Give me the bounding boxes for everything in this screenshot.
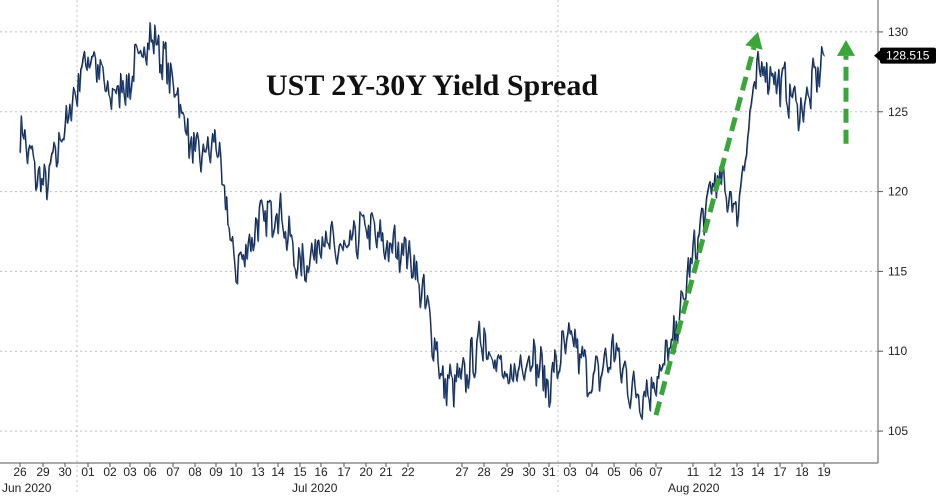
series-line [20, 22, 826, 421]
x-tick-label: 13 [730, 465, 744, 479]
x-tick-label: 30 [58, 465, 72, 479]
last-value-pointer [874, 49, 881, 62]
x-tick-label: 02 [103, 465, 117, 479]
y-tick-label: 105 [888, 424, 908, 438]
x-tick-label: 05 [607, 465, 621, 479]
x-tick-label: 16 [314, 465, 328, 479]
x-tick-label: 20 [359, 465, 373, 479]
x-tick-label: 29 [500, 465, 514, 479]
x-tick-label: 15 [293, 465, 307, 479]
x-tick-label: 27 [455, 465, 469, 479]
x-tick-label: 10 [229, 465, 243, 479]
last-value-badge-bg [880, 47, 936, 64]
x-tick-label: 14 [751, 465, 765, 479]
chart-title: UST 2Y-30Y Yield Spread [266, 69, 598, 102]
trend-arrows [653, 31, 855, 416]
x-tick-label: 06 [143, 465, 157, 479]
x-tick-label: 07 [649, 465, 663, 479]
y-tick-label: 130 [888, 25, 908, 39]
x-tick-label: 30 [522, 465, 536, 479]
x-tick-label: 19 [817, 465, 831, 479]
x-tick-label: 08 [188, 465, 202, 479]
x-tick-label: 29 [36, 465, 50, 479]
x-tick-label: 04 [585, 465, 599, 479]
y-tick-label: 120 [888, 185, 908, 199]
x-tick-label: 17 [337, 465, 351, 479]
series-group [19, 22, 826, 421]
x-tick-label: 22 [401, 465, 415, 479]
x-tick-label: 17 [773, 465, 787, 479]
last-value-badge: 128.515 [874, 47, 936, 64]
y-tick-label: 110 [888, 344, 907, 358]
x-tick-label: 21 [379, 465, 393, 479]
x-tick-label: 28 [477, 465, 491, 479]
last-value-label: 128.515 [886, 49, 930, 63]
x-tick-label: 13 [251, 465, 265, 479]
x-tick-label: 14 [271, 465, 285, 479]
y-tick-label: 115 [888, 264, 907, 278]
x-tick-label: 09 [209, 465, 223, 479]
series-line-dark [19, 22, 825, 420]
x-tick-label: 11 [687, 465, 700, 479]
x-tick-label: 03 [563, 465, 577, 479]
trend-arrow-head [837, 39, 855, 56]
x-month-label: Jul 2020 [292, 481, 338, 495]
x-month-label: Jun 2020 [2, 481, 52, 495]
y-tick-label: 125 [888, 105, 908, 119]
x-tick-label: 18 [795, 465, 809, 479]
y-axis: 105 110 115 120 125 130 [878, 25, 908, 438]
gridlines [0, 0, 879, 495]
x-tick-label: 07 [166, 465, 180, 479]
x-axis: 26 29 30 01 02 03 06 07 08 09 10 13 14 15 16 17 20 21 22 27… [2, 463, 831, 495]
x-tick-label: 31 [542, 465, 556, 479]
x-tick-label: 03 [123, 465, 137, 479]
x-tick-label: 12 [708, 465, 722, 479]
x-tick-label: 06 [629, 465, 643, 479]
trend-arrow-shaft [653, 46, 757, 416]
x-tick-label: 26 [13, 465, 27, 479]
x-month-label: Aug 2020 [668, 481, 720, 495]
x-tick-label: 01 [81, 465, 95, 479]
trend-arrow-head [745, 31, 763, 50]
